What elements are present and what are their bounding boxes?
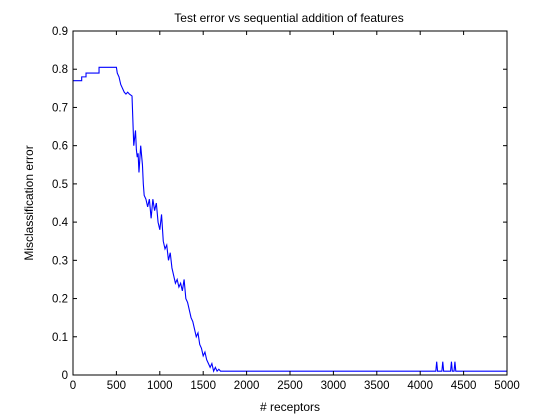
- y-tick-label: 0.2: [52, 294, 68, 306]
- x-axis-label: # receptors: [260, 400, 320, 414]
- chart-title: Test error vs sequential addition of fea…: [174, 11, 403, 25]
- x-tick-label: 4000: [407, 380, 433, 392]
- y-tick-label: 0.3: [52, 255, 68, 267]
- x-tick-label: 5000: [494, 380, 520, 392]
- y-axis: 0 0.1 0.2 0.3 0.4 0.5 0.6 0.7 0.8 0.9: [52, 26, 507, 382]
- x-tick-label: 3500: [364, 380, 390, 392]
- y-tick-label: 0.9: [52, 26, 68, 38]
- y-tick-label: 0.5: [52, 179, 68, 191]
- y-tick-label: 0.6: [52, 141, 68, 153]
- x-tick-label: 2000: [234, 380, 260, 392]
- x-tick-label: 2500: [277, 380, 303, 392]
- x-tick-label: 500: [107, 380, 126, 392]
- x-tick-label: 3000: [321, 380, 347, 392]
- x-tick-label: 1000: [147, 380, 173, 392]
- y-tick-label: 0.4: [52, 217, 69, 229]
- y-axis-label: Misclassification error: [22, 145, 36, 260]
- y-tick-label: 0.7: [52, 102, 68, 114]
- x-tick-label: 4500: [451, 380, 477, 392]
- y-tick-label: 0.8: [52, 64, 68, 76]
- x-tick-label: 1500: [190, 380, 216, 392]
- y-tick-label: 0.1: [52, 332, 68, 344]
- x-axis: 0 500 1000 1500 2000 2500 3000 3500 4000 4500 5000: [70, 31, 520, 392]
- x-tick-label: 0: [70, 380, 76, 392]
- y-tick-label: 0: [62, 370, 68, 382]
